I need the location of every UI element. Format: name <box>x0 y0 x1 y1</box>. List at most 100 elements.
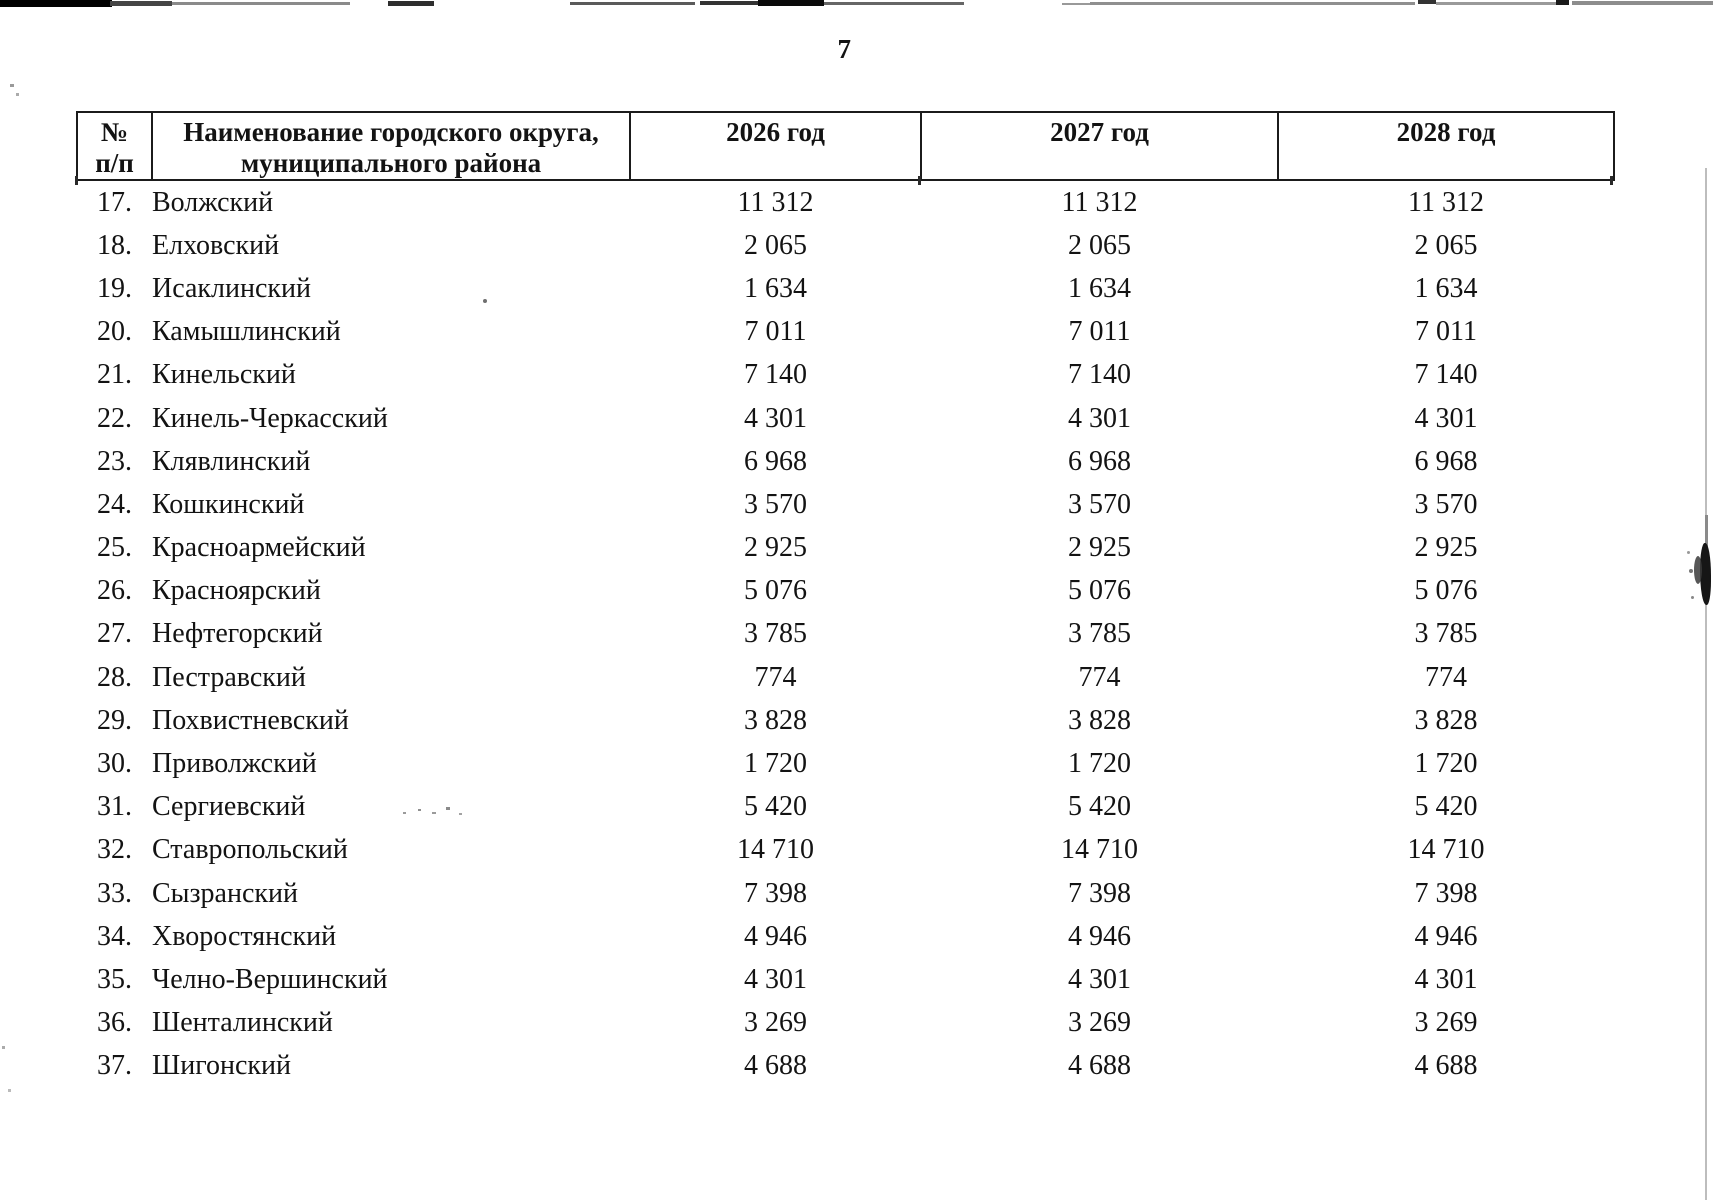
header-cell-2026: 2026 год <box>629 111 922 181</box>
scan-artifact <box>1418 0 1436 4</box>
value-2026: 11 312 <box>737 186 814 218</box>
scan-artifact <box>1556 0 1569 5</box>
value-2028: 2 065 <box>1414 229 1478 261</box>
table-header: № п/п Наименование городского округа, му… <box>76 111 1615 181</box>
table-body: 17. Волжский 11 312 11 312 11 312 18. Елховски… <box>77 180 1614 1088</box>
value-2026: 14 710 <box>737 834 814 866</box>
district-name: Кошкинский <box>152 488 305 520</box>
row-number: 36. <box>97 1007 132 1039</box>
row-number: 20. <box>97 316 132 348</box>
header-name-line1: Наименование городского округа, <box>183 117 599 147</box>
scan-artifact <box>1694 556 1702 584</box>
table-row: 29. Похвистневский 3 828 3 828 3 828 <box>77 699 1614 742</box>
scan-artifact <box>570 2 695 5</box>
district-name: Камышлинский <box>152 316 341 348</box>
value-2026: 1 720 <box>744 748 807 780</box>
scan-artifact <box>1090 2 1415 5</box>
district-name: Сергиевский <box>152 791 306 823</box>
value-2027: 7 140 <box>1068 359 1131 391</box>
row-number: 24. <box>97 488 132 520</box>
value-2028: 2 925 <box>1414 532 1478 564</box>
row-number: 21. <box>97 359 132 391</box>
value-2027: 1 720 <box>1068 748 1131 780</box>
row-number: 17. <box>97 186 132 218</box>
value-2027: 5 420 <box>1068 791 1131 823</box>
value-2027: 4 688 <box>1068 1050 1131 1082</box>
district-name: Волжский <box>152 186 274 218</box>
scan-artifact <box>1689 569 1693 573</box>
value-2028: 14 710 <box>1407 834 1485 866</box>
row-number: 27. <box>97 618 132 650</box>
value-2028: 4 301 <box>1414 963 1478 995</box>
scan-artifact <box>2 1046 5 1049</box>
value-2028: 1 720 <box>1414 748 1478 780</box>
value-2026: 4 946 <box>744 920 807 952</box>
header-name-line2: муниципального района <box>240 148 542 178</box>
district-name: Ставропольский <box>152 834 348 866</box>
value-2028: 5 076 <box>1414 575 1478 607</box>
table-row: 33. Сызранский 7 398 7 398 7 398 <box>77 872 1614 915</box>
row-number: 26. <box>97 575 132 607</box>
value-2028: 3 785 <box>1414 618 1478 650</box>
table-row: 28. Пестравский 774 774 774 <box>77 656 1614 699</box>
value-2027: 6 968 <box>1068 445 1131 477</box>
row-number: 25. <box>97 532 132 564</box>
value-2028: 3 570 <box>1414 488 1478 520</box>
value-2026: 3 269 <box>744 1007 807 1039</box>
table-row: 24. Кошкинский 3 570 3 570 3 570 <box>77 483 1614 526</box>
value-2028: 4 301 <box>1414 402 1478 434</box>
value-2027: 3 828 <box>1068 704 1131 736</box>
scan-artifact <box>758 0 824 6</box>
scan-artifact <box>1062 3 1090 5</box>
value-2028: 5 420 <box>1414 791 1478 823</box>
value-2026: 6 968 <box>744 445 807 477</box>
row-number: 19. <box>97 272 132 304</box>
value-2027: 14 710 <box>1061 834 1138 866</box>
value-2026: 7 011 <box>744 316 807 348</box>
district-name: Красноярский <box>152 575 321 607</box>
value-2026: 7 140 <box>744 359 807 391</box>
value-2026: 4 301 <box>744 402 807 434</box>
value-2026: 3 785 <box>744 618 807 650</box>
value-2027: 11 312 <box>1061 186 1138 218</box>
scan-artifact <box>10 84 14 87</box>
district-name: Кинель-Черкасский <box>152 402 388 434</box>
row-number: 33. <box>97 877 132 909</box>
table-row: 32. Ставропольский 14 710 14 710 14 710 <box>77 829 1614 872</box>
header-num-line2: п/п <box>95 148 134 178</box>
value-2026: 3 570 <box>744 488 807 520</box>
district-name: Похвистневский <box>152 704 349 736</box>
value-2027: 7 398 <box>1068 877 1131 909</box>
data-table: № п/п Наименование городского округа, му… <box>76 111 1615 1088</box>
header-cell-2027: 2027 год <box>920 111 1279 181</box>
row-number: 35. <box>97 963 132 995</box>
table-row: 31. Сергиевский 5 420 5 420 5 420 <box>77 786 1614 829</box>
table-row: 22. Кинель-Черкасский 4 301 4 301 4 301 <box>77 397 1614 440</box>
value-2027: 7 011 <box>1068 316 1131 348</box>
row-number: 23. <box>97 445 132 477</box>
value-2027: 5 076 <box>1068 575 1131 607</box>
table-row: 34. Хворостянский 4 946 4 946 4 946 <box>77 915 1614 958</box>
header-cell-name: Наименование городского округа, муниципа… <box>151 111 631 181</box>
row-number: 32. <box>97 834 132 866</box>
scan-artifact <box>388 1 434 6</box>
value-2026: 4 688 <box>744 1050 807 1082</box>
value-2028: 7 398 <box>1414 877 1478 909</box>
district-name: Приволжский <box>152 748 317 780</box>
value-2027: 2 065 <box>1068 229 1131 261</box>
district-name: Шигонский <box>152 1050 292 1082</box>
scan-artifact <box>1436 2 1556 5</box>
district-name: Пестравский <box>152 661 306 693</box>
district-name: Исаклинский <box>152 272 311 304</box>
scan-artifact <box>16 93 19 96</box>
value-2027: 774 <box>1078 661 1121 693</box>
value-2028: 3 828 <box>1414 704 1478 736</box>
district-name: Хворостянский <box>152 920 337 952</box>
value-2026: 2 925 <box>744 532 807 564</box>
table-row: 18. Елховский 2 065 2 065 2 065 <box>77 224 1614 267</box>
table-row: 23. Клявлинский 6 968 6 968 6 968 <box>77 440 1614 483</box>
header-row: № п/п Наименование городского округа, му… <box>76 111 1615 181</box>
row-number: 34. <box>97 920 132 952</box>
district-name: Нефтегорский <box>152 618 323 650</box>
value-2027: 3 785 <box>1068 618 1131 650</box>
